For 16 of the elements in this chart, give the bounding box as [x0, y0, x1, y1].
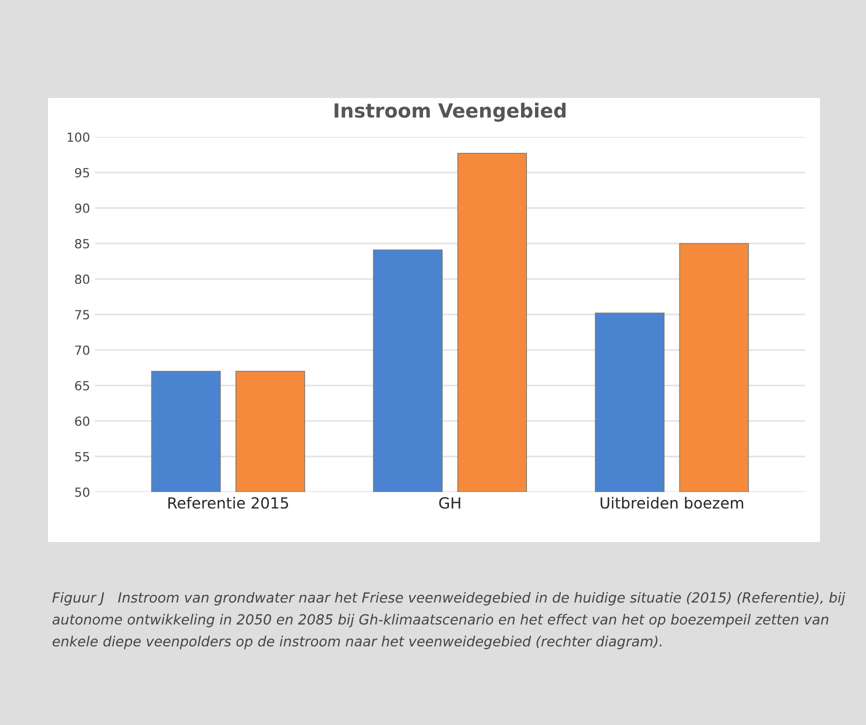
x-tick-label: GH	[439, 497, 460, 509]
x-tick-label: Uitbreiden boezem	[600, 496, 744, 509]
y-tick-label: 55	[75, 452, 90, 462]
y-tick-label: 60	[75, 416, 90, 426]
x-tick-label: Referentie 2015	[168, 496, 288, 509]
chart-title: Instroom Veengebied	[334, 102, 566, 122]
text: Figuur J Instroom van grondwater naar het Friese veenweidegebied in de huidige situatie (2015) (Referentie), bij autonome ontwikkeling in 2050 en 2085 bij Gh-klimaatscenario en het effect van het op boezempeil zetten van enkele diepe veenpolders op de instroom naar het veenweidegebied (rechter diagram).	[52, 592, 846, 650]
y-tick-label: 75	[75, 310, 90, 320]
y-tick-label: 80	[75, 274, 90, 284]
y-tick-label: 95	[75, 168, 90, 178]
y-tick-label: 70	[75, 345, 90, 355]
y-tick-label: 90	[75, 203, 90, 213]
y-tick-label: 100	[68, 132, 90, 142]
y-tick-label: 65	[75, 380, 90, 390]
y-tick-label: 50	[75, 487, 90, 497]
y-tick-label: 85	[75, 238, 90, 248]
